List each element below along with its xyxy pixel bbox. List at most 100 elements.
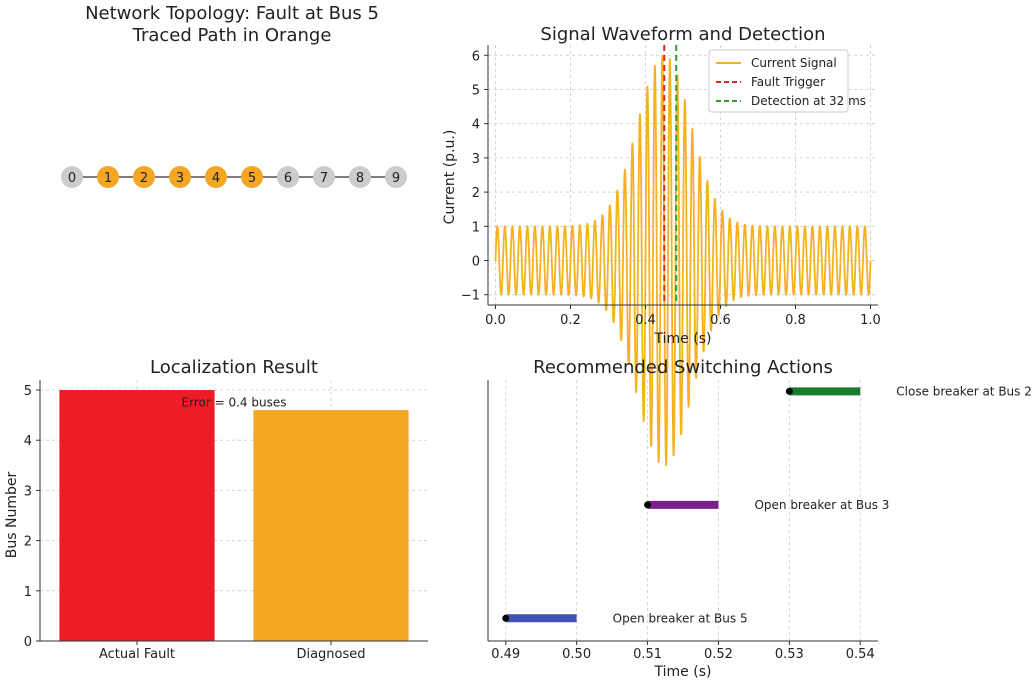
network-node-1: 1 xyxy=(97,166,119,188)
network-node-label: 8 xyxy=(356,171,364,186)
waveform-legend: Current Signal Fault Trigger Detection a… xyxy=(708,49,866,113)
waveform-xtick-label: 1.0 xyxy=(860,313,881,328)
network-node-2: 2 xyxy=(133,166,155,188)
localization-title: Localization Result xyxy=(150,357,318,378)
network-node-circle xyxy=(385,166,407,188)
network-node-circle xyxy=(133,166,155,188)
switching-actions-panel: Recommended Switching Actions Open break… xyxy=(487,357,1032,680)
localization-result-panel: Localization Result Actual Fault Diagnose… xyxy=(4,357,428,662)
network-node-7: 7 xyxy=(313,166,335,188)
network-node-label: 7 xyxy=(320,171,328,186)
waveform-xtick-label: 0.4 xyxy=(635,313,656,328)
legend-box xyxy=(708,49,849,113)
gantt-ticks: 0.49 0.50 0.51 0.52 0.53 0.54 xyxy=(491,641,875,662)
network-node-8: 8 xyxy=(349,166,371,188)
switching-title: Recommended Switching Actions xyxy=(533,357,833,378)
switching-action-label: Close breaker at Bus 2 xyxy=(896,384,1032,398)
network-node-label: 0 xyxy=(68,171,76,186)
network-node-label: 4 xyxy=(212,171,220,186)
network-node-circle xyxy=(277,166,299,188)
network-node-label: 1 xyxy=(104,171,112,186)
network-node-circle xyxy=(313,166,335,188)
waveform-xtick-label: 0.8 xyxy=(785,313,806,328)
error-annotation: Error = 0.4 buses xyxy=(182,396,287,410)
gantt-axes xyxy=(487,380,878,642)
bar-ylabel: Bus Number xyxy=(4,472,20,559)
bar-xtick-label: Actual Fault xyxy=(99,647,175,662)
waveform-xtick-label: 0.0 xyxy=(485,313,506,328)
bar-xtick-label: Diagnosed xyxy=(296,647,365,662)
signal-waveform-panel: Signal Waveform and Detection 0.0 0.2 0.4 0… xyxy=(442,24,881,467)
network-node-3: 3 xyxy=(169,166,191,188)
network-node-label: 2 xyxy=(140,171,148,186)
switching-action-start-marker xyxy=(502,614,510,622)
bar-ytick-label: 0 xyxy=(24,635,32,650)
bar-ytick-label: 3 xyxy=(24,484,32,499)
gantt-xtick-label: 0.52 xyxy=(704,647,733,662)
waveform-ytick-label: 5 xyxy=(472,83,480,98)
network-node-circle xyxy=(61,166,83,188)
bar-actual-fault xyxy=(59,390,215,641)
gantt-xtick-label: 0.54 xyxy=(846,647,875,662)
waveform-axes xyxy=(487,45,878,306)
waveform-ytick-label: 4 xyxy=(472,118,480,133)
bar-ytick-label: 5 xyxy=(24,384,32,399)
bar-axes xyxy=(39,380,428,642)
network-nodes: 0 1 2 3 4 5 6 7 8 9 xyxy=(61,166,407,188)
network-node-4: 4 xyxy=(205,166,227,188)
network-node-circle xyxy=(349,166,371,188)
network-node-circle xyxy=(205,166,227,188)
gantt-xlabel: Time (s) xyxy=(654,664,712,680)
network-node-9: 9 xyxy=(385,166,407,188)
network-node-label: 3 xyxy=(176,171,184,186)
gantt-xtick-label: 0.53 xyxy=(775,647,804,662)
switching-action-label: Open breaker at Bus 3 xyxy=(754,498,889,512)
waveform-xtick-label: 0.2 xyxy=(560,313,581,328)
switching-action-3: Close breaker at Bus 2 xyxy=(785,384,1032,398)
waveform-xlabel: Time (s) xyxy=(654,331,712,347)
bar-ytick-label: 2 xyxy=(24,535,32,550)
waveform-xtick-label: 0.6 xyxy=(710,313,731,328)
legend-label-detection: Detection at 32 ms xyxy=(751,94,866,108)
waveform-ytick-label: 1 xyxy=(472,220,480,235)
network-node-circle xyxy=(169,166,191,188)
switching-action-label: Open breaker at Bus 5 xyxy=(613,611,748,625)
network-node-label: 9 xyxy=(392,171,400,186)
gantt-grid xyxy=(505,380,861,641)
waveform-ytick-label: −1 xyxy=(461,289,480,304)
bar-ticks: Actual Fault Diagnosed 0 1 2 3 4 5 xyxy=(24,384,366,662)
bar-ytick-label: 1 xyxy=(24,585,32,600)
switching-action-start-marker xyxy=(785,387,793,395)
network-title-line1: Network Topology: Fault at Bus 5 xyxy=(85,3,379,24)
waveform-ylabel: Current (p.u.) xyxy=(442,130,458,225)
network-node-6: 6 xyxy=(277,166,299,188)
waveform-ytick-label: 6 xyxy=(472,49,480,64)
network-node-label: 6 xyxy=(284,171,292,186)
switching-action-start-marker xyxy=(644,501,652,509)
switching-action-2: Open breaker at Bus 3 xyxy=(644,498,889,512)
waveform-title: Signal Waveform and Detection xyxy=(540,24,825,45)
waveform-ytick-label: 0 xyxy=(472,255,480,270)
network-title-line2: Traced Path in Orange xyxy=(132,25,332,46)
waveform-ytick-label: 3 xyxy=(472,152,480,167)
gantt-xtick-label: 0.50 xyxy=(562,647,591,662)
current-signal-line xyxy=(494,54,872,467)
gantt-bars: Open breaker at Bus 5 Open breaker at Bus… xyxy=(502,384,1032,625)
network-node-0: 0 xyxy=(61,166,83,188)
waveform-ytick-label: 2 xyxy=(472,186,480,201)
network-node-5: 5 xyxy=(241,166,263,188)
waveform-ticks: 0.0 0.2 0.4 0.6 0.8 1.0 −1 0 1 2 3 4 5 6 xyxy=(461,49,881,328)
network-node-circle xyxy=(241,166,263,188)
network-topology-panel: Network Topology: Fault at Bus 5 Traced … xyxy=(61,3,407,188)
bar-ytick-label: 4 xyxy=(24,434,32,449)
gantt-xtick-label: 0.51 xyxy=(633,647,662,662)
bar-diagnosed xyxy=(253,410,409,641)
network-node-label: 5 xyxy=(248,171,256,186)
switching-action-1: Open breaker at Bus 5 xyxy=(502,611,748,625)
legend-label-current-signal: Current Signal xyxy=(751,56,837,70)
legend-label-fault-trigger: Fault Trigger xyxy=(751,75,825,89)
network-node-circle xyxy=(97,166,119,188)
gantt-xtick-label: 0.49 xyxy=(491,647,520,662)
bars xyxy=(59,390,409,641)
